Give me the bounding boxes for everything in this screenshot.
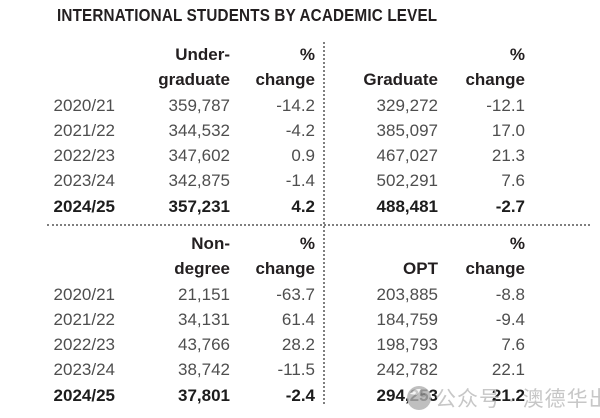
pct-cell: -9.4 xyxy=(495,309,525,329)
year-cell: 2021/22 xyxy=(53,120,115,140)
horizontal-dotted-divider xyxy=(47,224,590,226)
pct-cell: 0.9 xyxy=(291,146,315,166)
value-cell: 198,793 xyxy=(376,335,438,355)
value-cell: 502,291 xyxy=(376,171,438,191)
value-cell: 467,027 xyxy=(376,146,438,166)
pct-cell: 7.6 xyxy=(501,335,525,355)
pct-cell: -1.4 xyxy=(285,171,315,191)
value-cell: 34,131 xyxy=(178,309,230,329)
year-cell: 2022/23 xyxy=(53,335,115,355)
col-header-undergraduate: Under- graduate xyxy=(158,45,230,90)
value-cell: 329,272 xyxy=(376,95,438,115)
value-cell: 359,787 xyxy=(168,95,230,115)
upper-table-section: Under- graduate % change Graduate % chan… xyxy=(0,42,525,219)
brand-logo-icon xyxy=(407,386,431,410)
col-header-pct-change-right: % change xyxy=(465,45,525,90)
value-cell: 342,875 xyxy=(168,171,230,191)
year-cell: 2023/24 xyxy=(53,360,115,380)
pct-cell: 7.6 xyxy=(501,171,525,191)
pct-cell: 61.4 xyxy=(281,309,315,329)
value-cell: 38,742 xyxy=(178,360,230,380)
col-header-graduate: Graduate xyxy=(363,70,438,90)
pct-cell: -2.4 xyxy=(285,385,315,405)
page-title: INTERNATIONAL STUDENTS BY ACADEMIC LEVEL xyxy=(57,5,438,25)
pct-cell: -2.7 xyxy=(495,196,525,216)
lower-table-section: Non- degree % change OPT % change 2020/2… xyxy=(0,231,525,408)
vertical-dotted-divider xyxy=(323,42,325,404)
value-cell: 184,759 xyxy=(376,309,438,329)
pct-cell: -11.5 xyxy=(277,360,316,380)
col-header-opt: OPT xyxy=(403,259,438,279)
pct-cell: -8.8 xyxy=(495,284,525,304)
value-cell: 43,766 xyxy=(178,335,230,355)
year-cell: 2020/21 xyxy=(53,284,115,304)
year-column-header xyxy=(50,231,115,282)
pct-cell: -63.7 xyxy=(276,284,315,304)
value-cell: 488,481 xyxy=(376,196,438,216)
pct-cell: 22.1 xyxy=(491,360,525,380)
col-header-non-degree: Non- degree xyxy=(174,234,230,279)
value-cell: 385,097 xyxy=(376,120,438,140)
col-header-pct-change-left: % change xyxy=(255,234,315,279)
value-cell: 347,602 xyxy=(168,146,230,166)
year-cell: 2023/24 xyxy=(53,171,115,191)
col-header-pct-change-right: % change xyxy=(465,234,525,279)
value-cell: 344,532 xyxy=(168,120,230,140)
year-cell: 2021/22 xyxy=(53,309,115,329)
year-column-header xyxy=(50,42,115,93)
pct-cell: 17.0 xyxy=(491,120,525,140)
value-cell: 203,885 xyxy=(376,284,438,304)
pct-cell: -4.2 xyxy=(285,120,315,140)
pct-cell: 21.3 xyxy=(491,146,525,166)
watermark: 公众号 · 澳德华出国 xyxy=(406,383,600,413)
pct-cell: -12.1 xyxy=(486,95,525,115)
pct-cell: 28.2 xyxy=(281,335,315,355)
pct-cell: 4.2 xyxy=(291,196,315,216)
year-cell: 2022/23 xyxy=(53,146,115,166)
value-cell: 357,231 xyxy=(168,196,230,216)
year-cell: 2020/21 xyxy=(53,95,115,115)
value-cell: 21,151 xyxy=(178,284,230,304)
value-cell: 37,801 xyxy=(178,385,230,405)
col-header-pct-change-left: % change xyxy=(255,45,315,90)
pct-cell: -14.2 xyxy=(276,95,315,115)
year-cell: 2024/25 xyxy=(53,385,115,405)
year-cell: 2024/25 xyxy=(53,196,115,216)
pct-cell: 21.2 xyxy=(491,385,525,405)
watermark-text: 公众号 · 澳德华出国 xyxy=(435,388,600,411)
value-cell: 242,782 xyxy=(376,360,438,380)
